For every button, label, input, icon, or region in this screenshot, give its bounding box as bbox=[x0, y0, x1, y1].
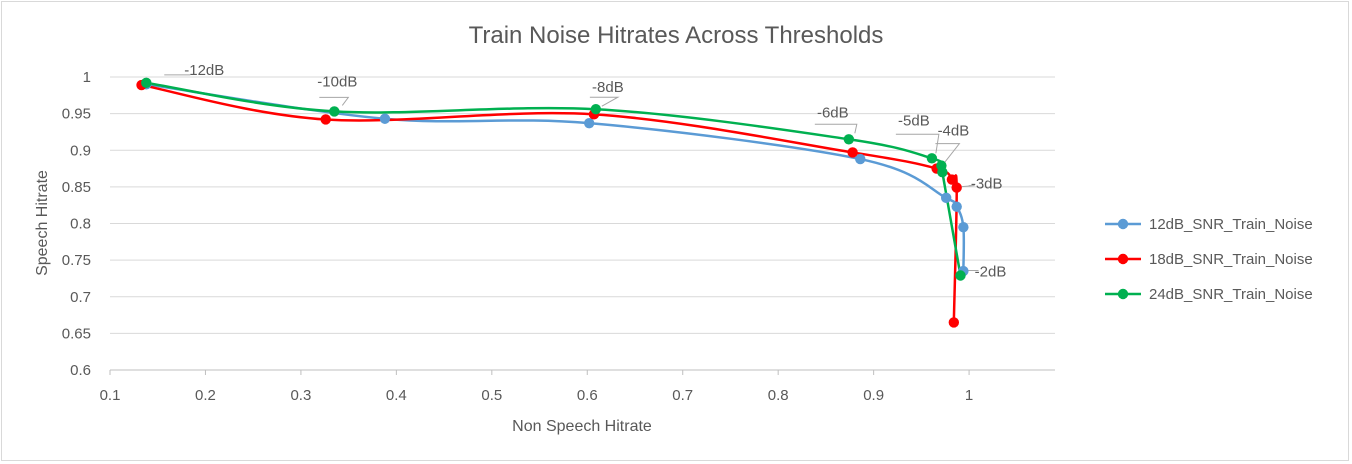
x-tick-label: 0.7 bbox=[672, 387, 693, 404]
annotation-label: -10dB bbox=[317, 73, 357, 90]
data-point-24dB_SNR_Train_Noise[interactable] bbox=[141, 77, 152, 89]
data-points bbox=[136, 77, 969, 328]
legend-label: 18dB_SNR_Train_Noise bbox=[1149, 251, 1313, 268]
annotation-label: -3dB bbox=[971, 176, 1003, 193]
legend-entry-24dB_SNR_Train_Noise[interactable]: 24dB_SNR_Train_Noise bbox=[1105, 286, 1313, 303]
x-tick-label: 0.8 bbox=[768, 387, 789, 404]
y-axis-title: Speech Hitrate bbox=[34, 170, 51, 276]
data-point-18dB_SNR_Train_Noise[interactable] bbox=[320, 114, 331, 125]
annotation-leader bbox=[895, 133, 940, 154]
series-line-12dB_SNR_Train_Noise bbox=[146, 83, 966, 272]
axes: 0.6 0.65 0.7 0.75 0.8 0.85 0.9 0.95 1 0.1 0.2 0.3 0.… bbox=[62, 69, 1055, 404]
data-point-24dB_SNR_Train_Noise[interactable] bbox=[937, 167, 948, 178]
data-point-18dB_SNR_Train_Noise[interactable] bbox=[946, 174, 958, 185]
data-point-24dB_SNR_Train_Noise[interactable] bbox=[926, 153, 938, 164]
y-tick-label: 0.95 bbox=[62, 106, 91, 123]
data-point-12dB_SNR_Train_Noise[interactable] bbox=[583, 117, 595, 129]
chart-title: Train Noise Hitrates Across Thresholds bbox=[469, 22, 884, 49]
annotation-label: -4dB bbox=[938, 123, 970, 140]
legend-entry-18dB_SNR_Train_Noise[interactable]: 18dB_SNR_Train_Noise bbox=[1105, 251, 1313, 268]
legend-entry-12dB_SNR_Train_Noise[interactable]: 12dB_SNR_Train_Noise bbox=[1105, 216, 1313, 233]
x-tick-label: 1 bbox=[965, 387, 973, 404]
annotation-label: -8dB bbox=[592, 79, 624, 96]
data-point-12dB_SNR_Train_Noise[interactable] bbox=[379, 113, 391, 124]
legend-label: 24dB_SNR_Train_Noise bbox=[1149, 286, 1313, 303]
x-tick-label: 0.1 bbox=[100, 387, 121, 404]
data-point-24dB_SNR_Train_Noise[interactable] bbox=[955, 270, 966, 281]
legend-label: 12dB_SNR_Train_Noise bbox=[1149, 216, 1313, 233]
data-point-12dB_SNR_Train_Noise[interactable] bbox=[855, 153, 866, 165]
y-tick-label: 0.75 bbox=[62, 252, 91, 269]
legend[interactable]: 12dB_SNR_Train_Noise 18dB_SNR_Train_Noise… bbox=[1105, 216, 1313, 303]
x-tick-label: 0.5 bbox=[481, 387, 502, 404]
x-tick-label: 0.3 bbox=[290, 387, 311, 404]
data-point-24dB_SNR_Train_Noise[interactable] bbox=[329, 106, 340, 117]
annotation-label: -5dB bbox=[898, 112, 930, 129]
y-tick-label: 0.85 bbox=[62, 179, 91, 196]
annotation-leader bbox=[814, 123, 858, 134]
data-point-24dB_SNR_Train_Noise[interactable] bbox=[590, 104, 602, 115]
data-point-12dB_SNR_Train_Noise[interactable] bbox=[940, 192, 952, 204]
data-point-18dB_SNR_Train_Noise[interactable] bbox=[951, 182, 962, 193]
annotation-leader bbox=[961, 185, 975, 188]
y-tick-label: 0.65 bbox=[62, 325, 91, 342]
legend-swatch-marker bbox=[1117, 288, 1129, 300]
data-point-18dB_SNR_Train_Noise[interactable] bbox=[948, 317, 960, 328]
gridlines bbox=[110, 76, 1055, 334]
x-tick-label: 0.9 bbox=[863, 387, 884, 404]
annotation-label: -6dB bbox=[817, 104, 849, 121]
y-tick-label: 1 bbox=[83, 69, 91, 86]
y-tick-label: 0.7 bbox=[70, 289, 91, 306]
y-tick-label: 0.8 bbox=[70, 216, 91, 233]
data-point-18dB_SNR_Train_Noise[interactable] bbox=[847, 147, 858, 158]
data-point-12dB_SNR_Train_Noise[interactable] bbox=[951, 201, 962, 212]
x-tick-label: 0.6 bbox=[577, 387, 598, 404]
data-point-24dB_SNR_Train_Noise[interactable] bbox=[843, 134, 855, 145]
legend-swatch-marker bbox=[1117, 218, 1129, 230]
annotation-label: -12dB bbox=[184, 62, 224, 79]
annotations: -12dB -10dB -8dB -6dB -5dB -4dB -3dB -2dB bbox=[164, 62, 1006, 281]
y-tick-label: 0.6 bbox=[70, 362, 91, 379]
x-tick-label: 0.4 bbox=[386, 387, 407, 404]
y-tick-label: 0.9 bbox=[70, 142, 91, 159]
annotation-label: -2dB bbox=[975, 264, 1007, 281]
annotation-leader bbox=[589, 96, 620, 107]
data-point-12dB_SNR_Train_Noise[interactable] bbox=[958, 221, 969, 233]
x-tick-label: 0.2 bbox=[195, 387, 216, 404]
x-axis-title: Non Speech Hitrate bbox=[512, 418, 652, 435]
legend-swatch-marker bbox=[1117, 253, 1129, 265]
annotation-leader bbox=[319, 96, 350, 106]
annotation-leader bbox=[935, 143, 961, 163]
